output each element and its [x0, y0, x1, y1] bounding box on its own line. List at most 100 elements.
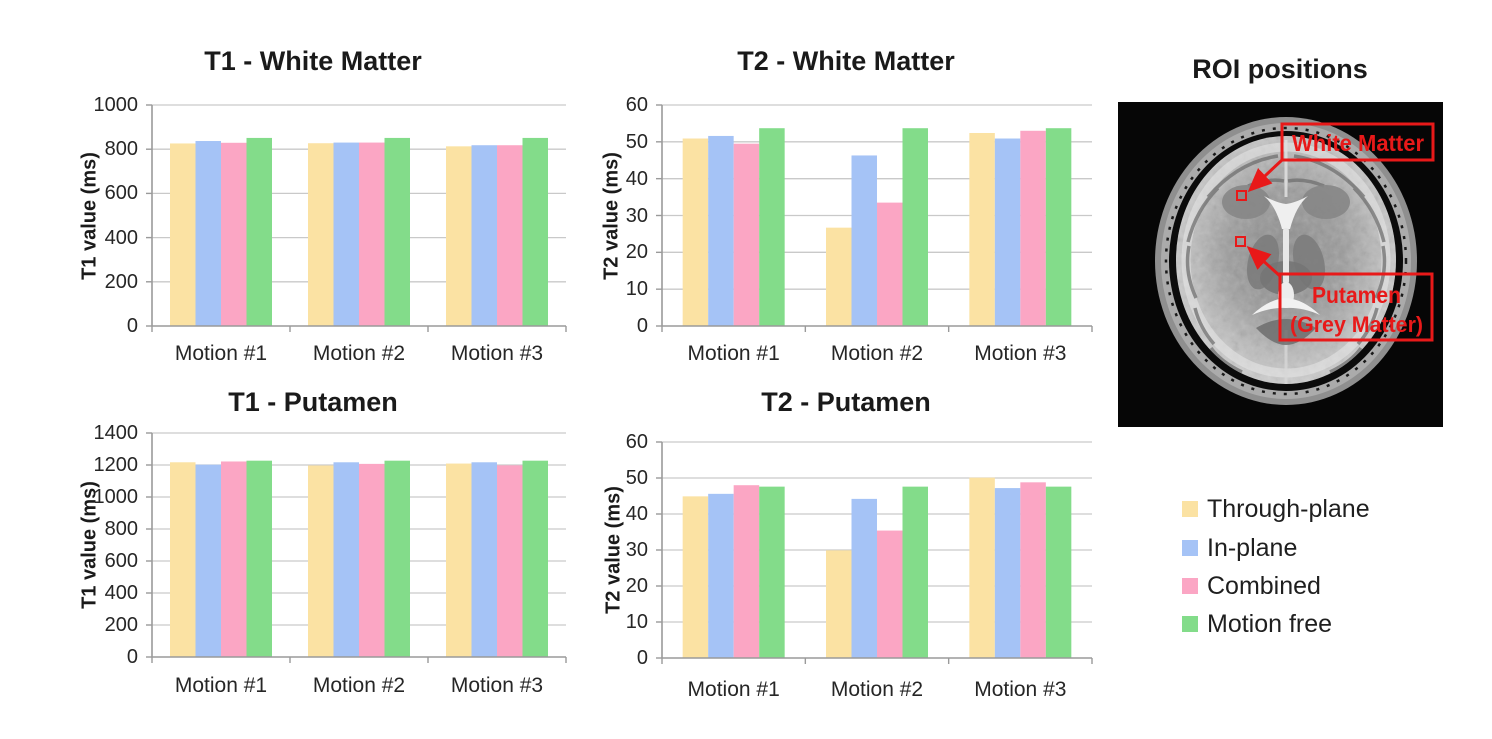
y-tick-label: 0 [636, 315, 648, 337]
bar-combined-motion-3 [497, 465, 523, 657]
y-tick-label: 40 [625, 167, 648, 190]
x-category-label: Motion #2 [312, 342, 406, 365]
legend-item-through-plane: Through-plane [1182, 495, 1370, 523]
y-tick-label: 800 [104, 518, 138, 540]
bar-motion-free-motion-1 [759, 486, 785, 658]
bar-combined-motion-1 [221, 461, 247, 657]
white-matter-arrow [1247, 158, 1284, 193]
y-tick-label: 1400 [93, 422, 139, 444]
bar-through-plane-motion-1 [170, 143, 196, 326]
bar-through-plane-motion-3 [446, 146, 472, 326]
bar-motion-free-motion-1 [246, 137, 272, 326]
roi-panel-title: ROI positions [1192, 54, 1368, 84]
plot-area [656, 441, 1093, 664]
y-tick-label: 0 [126, 646, 138, 668]
plot-area [656, 104, 1093, 332]
y-tick-label: 600 [104, 550, 138, 572]
bar-combined-motion-2 [359, 463, 385, 657]
bar-combined-motion-3 [1020, 130, 1046, 326]
bar-combined-motion-2 [877, 530, 903, 658]
y-axis-label: T1 value (ms) [78, 151, 101, 280]
bar-in-plane-motion-3 [994, 488, 1021, 658]
bar-combined-motion-1 [221, 142, 247, 326]
putamen-label-box [1278, 272, 1434, 342]
bar-in-plane-motion-3 [471, 462, 497, 657]
legend-item-combined: Combined [1182, 572, 1321, 600]
bar-motion-free-motion-2 [902, 486, 928, 658]
white-matter-roi-square [1236, 190, 1247, 201]
bar-motion-free-motion-3 [1045, 128, 1072, 326]
y-tick-label: 600 [104, 182, 138, 205]
bar-combined-motion-2 [877, 202, 903, 326]
y-tick-label: 10 [625, 611, 648, 633]
legend-swatch-in-plane [1182, 540, 1198, 556]
bar-motion-free-motion-1 [246, 460, 272, 657]
plot-area [146, 432, 567, 663]
y-tick-label: 200 [104, 614, 138, 636]
y-tick-label: 1000 [93, 94, 139, 116]
y-tick-label: 1000 [93, 486, 139, 508]
bar-motion-free-motion-2 [384, 460, 410, 657]
bar-in-plane-motion-2 [851, 498, 877, 658]
bar-combined-motion-3 [1020, 482, 1046, 658]
bar-combined-motion-2 [359, 142, 385, 326]
chart-title: T2 - White Matter [737, 46, 955, 76]
y-tick-label: 40 [625, 503, 648, 525]
bar-in-plane-motion-1 [708, 135, 734, 326]
bar-through-plane-motion-2 [826, 227, 852, 326]
x-category-label: Motion #2 [830, 678, 924, 701]
x-category-label: Motion #1 [687, 342, 780, 365]
plot-area [146, 104, 567, 332]
bar-through-plane-motion-2 [308, 465, 334, 657]
legend-label-through-plane: Through-plane [1207, 494, 1370, 523]
bar-in-plane-motion-1 [195, 141, 221, 326]
legend-label-motion-free: Motion free [1207, 609, 1333, 638]
legend-swatch-combined [1182, 578, 1198, 594]
bar-motion-free-motion-3 [1045, 486, 1072, 658]
bar-motion-free-motion-2 [902, 128, 928, 326]
y-tick-label: 50 [625, 130, 648, 153]
bar-motion-free-motion-2 [384, 137, 410, 326]
y-tick-label: 60 [625, 94, 648, 116]
chart-title: T1 - Putamen [228, 387, 398, 417]
x-category-label: Motion #3 [974, 342, 1067, 365]
bar-in-plane-motion-3 [994, 138, 1021, 326]
y-tick-label: 800 [104, 138, 138, 161]
x-category-label: Motion #1 [687, 678, 780, 701]
roi-annotations [1235, 122, 1435, 342]
bar-in-plane-motion-2 [333, 142, 359, 326]
x-category-label: Motion #2 [312, 674, 406, 697]
bar-through-plane-motion-3 [969, 477, 995, 658]
putamen-label-line1: Putamen [1312, 282, 1401, 308]
legend-label-in-plane: In-plane [1207, 533, 1298, 562]
bar-in-plane-motion-2 [333, 462, 359, 657]
y-tick-label: 200 [104, 270, 138, 293]
y-tick-label: 20 [625, 575, 648, 597]
y-tick-label: 0 [126, 315, 138, 337]
white-matter-label-box [1280, 122, 1435, 162]
bar-motion-free-motion-1 [759, 128, 785, 326]
y-tick-label: 50 [625, 467, 648, 489]
bar-in-plane-motion-1 [195, 464, 221, 657]
legend-item-motion-free: Motion free [1182, 610, 1332, 638]
y-tick-label: 20 [625, 241, 648, 264]
bar-in-plane-motion-1 [708, 493, 734, 658]
x-category-label: Motion #1 [174, 342, 268, 365]
putamen-roi-square [1235, 236, 1246, 247]
y-tick-label: 1200 [93, 454, 139, 476]
y-tick-label: 400 [104, 582, 138, 604]
bar-motion-free-motion-3 [522, 460, 548, 657]
putamen-arrow [1246, 245, 1282, 278]
y-tick-label: 400 [104, 226, 138, 249]
bar-through-plane-motion-2 [826, 550, 852, 658]
y-tick-label: 60 [625, 431, 648, 453]
putamen-label-line2: (Grey Matter) [1290, 312, 1423, 337]
bar-in-plane-motion-2 [851, 155, 877, 326]
roi-brain-image: White Matter Putamen (Grey Matter) [1118, 102, 1443, 427]
legend-label-combined: Combined [1207, 571, 1321, 600]
x-category-label: Motion #1 [174, 674, 268, 697]
x-category-label: Motion #3 [974, 678, 1067, 701]
bar-motion-free-motion-3 [522, 137, 548, 326]
legend-item-in-plane: In-plane [1182, 534, 1297, 562]
